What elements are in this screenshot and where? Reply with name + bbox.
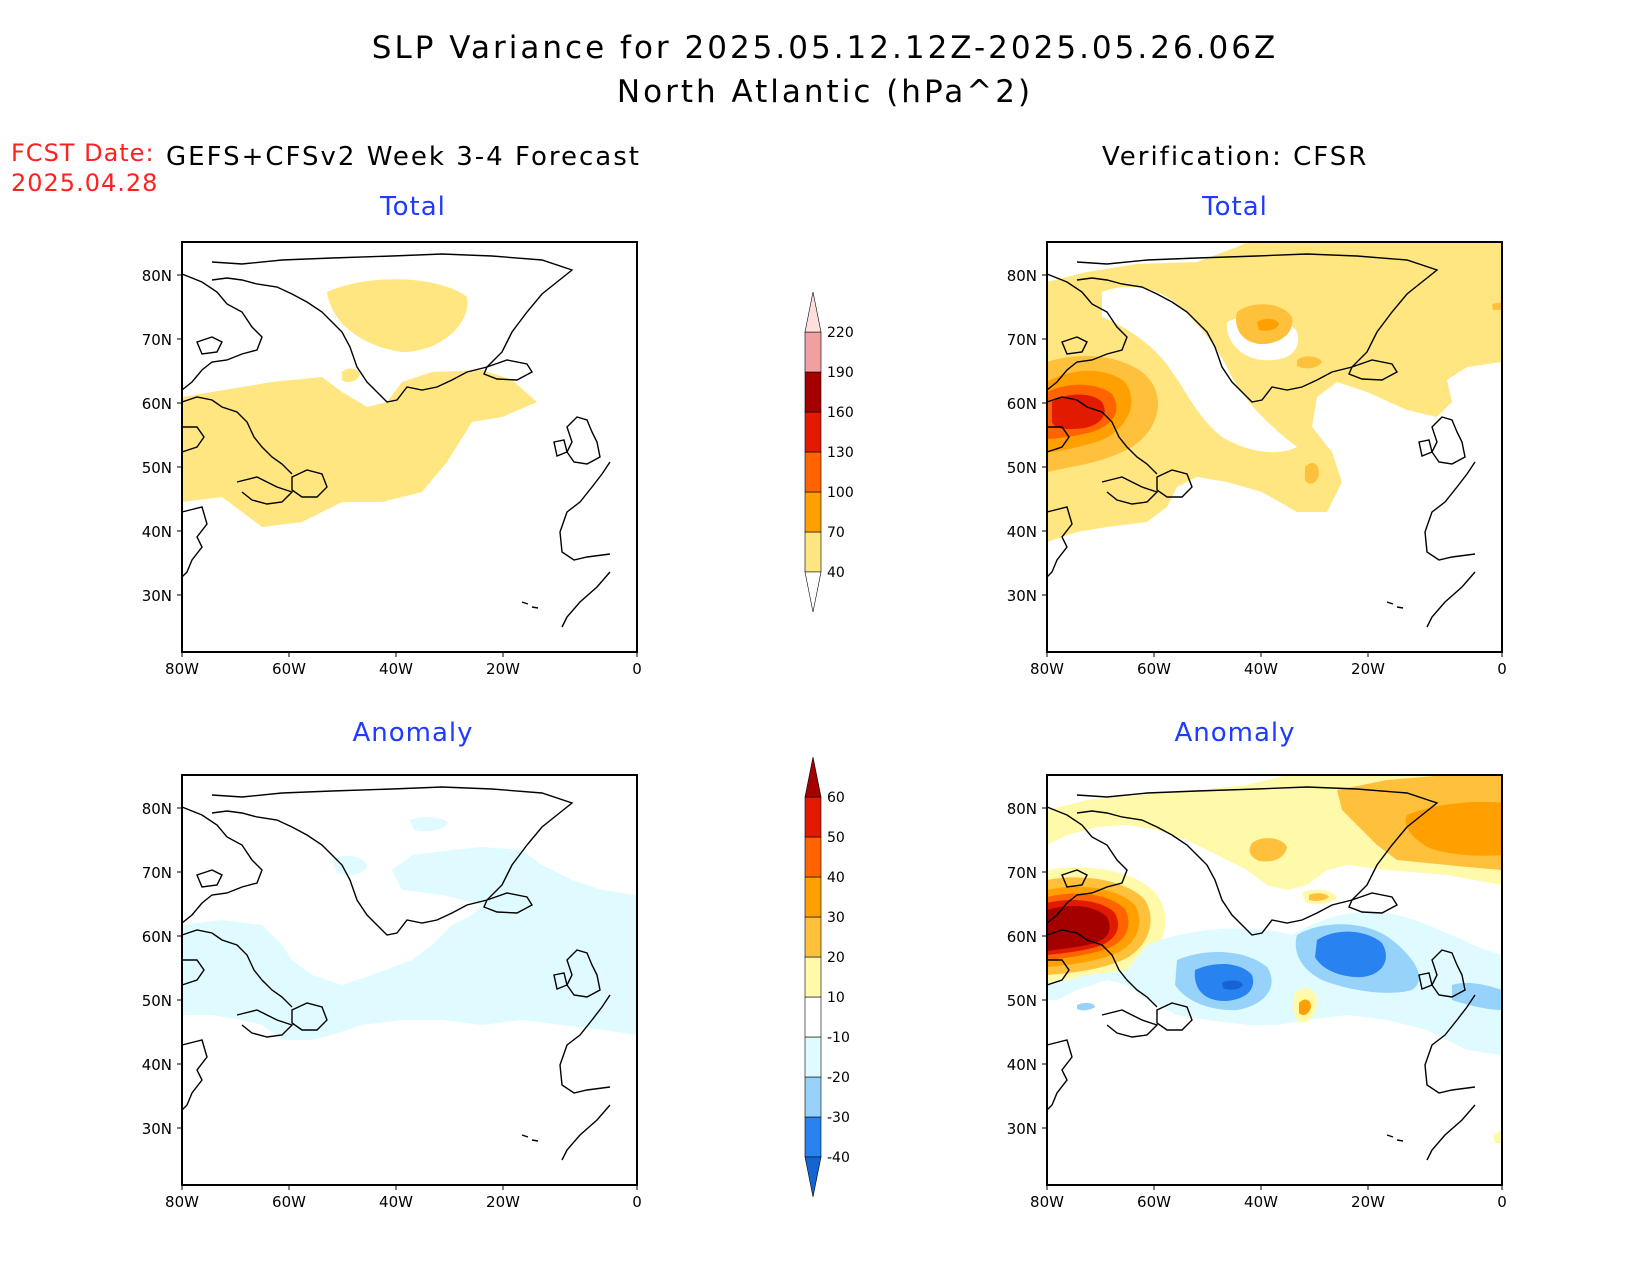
colorbar-swatch [804,836,822,878]
lon-label: 0 [632,1193,642,1211]
colorbar-label: 30 [827,910,845,926]
colorbar-label: 10 [827,990,845,1006]
subtitle-verification-total: Total [1202,192,1268,222]
lon-label: 60W [272,660,306,678]
lat-label: 40N [142,523,172,541]
forecast-anomaly-field [182,817,637,1040]
colorbar-label: 40 [827,565,845,581]
lat-label: 50N [142,459,172,477]
subtitle-verification-anomaly: Anomaly [1174,718,1296,748]
lat-label: 40N [1007,1056,1037,1074]
lat-label: 50N [142,992,172,1010]
lat-label: 50N [1007,992,1037,1010]
colorbar-label: -20 [827,1070,850,1086]
lat-label: 40N [142,1056,172,1074]
lat-label: 50N [1007,459,1037,477]
lon-label: 0 [1497,1193,1507,1211]
title-line-1: SLP Variance for 2025.05.12.12Z-2025.05.… [371,30,1279,66]
colorbar-swatch [804,411,822,453]
lon-label: 60W [272,1193,306,1211]
lon-label: 20W [486,660,520,678]
lat-label: 80N [142,267,172,285]
colorbar-swatch [804,451,822,493]
lon-label: 60W [1137,1193,1171,1211]
subtitle-forecast-total: Total [380,192,446,222]
lat-label: 60N [142,395,172,413]
colorbar-label: 190 [827,365,854,381]
colorbar-label: 50 [827,830,845,846]
lat-label: 70N [1007,331,1037,349]
lon-label: 80W [165,1193,199,1211]
colorbar-label: 220 [827,325,854,341]
lat-label: 60N [142,928,172,946]
colorbar-label: 160 [827,405,854,421]
colorbar-swatch [804,1076,822,1118]
colorbar-label: 70 [827,525,845,541]
lon-label: 80W [1030,660,1064,678]
colorbar-swatch [804,956,822,998]
colorbar-arrow-top [804,756,822,798]
colorbar-swatch [804,796,822,838]
lon-label: 20W [486,1193,520,1211]
colorbar-label: 100 [827,485,854,501]
fcst-date: 2025.04.28 [11,169,159,197]
colorbar-arrow-top [804,291,822,333]
lat-label: 70N [142,331,172,349]
lon-label: 80W [165,660,199,678]
lon-label: 20W [1351,1193,1385,1211]
lon-label: 80W [1030,1193,1064,1211]
colorbar-label: 20 [827,950,845,966]
lat-label: 70N [1007,864,1037,882]
left-header: GEFS+CFSv2 Week 3-4 Forecast [166,142,641,172]
lat-label: 80N [1007,800,1037,818]
colorbar-label: -10 [827,1030,850,1046]
forecast-total-map: 80N 70N 60N 50N 40N 30N 80W 60W 40W 20W 0 [142,241,642,678]
colorbar-label: -30 [827,1110,850,1126]
lat-label: 30N [142,1120,172,1138]
lon-label: 0 [1497,660,1507,678]
colorbar-arrow-bottom [804,571,822,613]
lat-label: 40N [1007,523,1037,541]
colorbar-swatch [804,1036,822,1078]
colorbar-swatch [804,876,822,918]
right-header: Verification: CFSR [1102,142,1369,172]
lon-label: 0 [632,660,642,678]
verification-anomaly-map: 80N 70N 60N 50N 40N 30N 80W 60W 40W 20W 0 [1007,774,1507,1211]
lat-label: 60N [1007,395,1037,413]
anomaly-colorbar: -40 -30 -20 -10 10 20 30 40 50 60 [804,756,850,1198]
lon-label: 20W [1351,660,1385,678]
lon-label: 40W [379,1193,413,1211]
lon-label: 60W [1137,660,1171,678]
lon-label: 40W [379,660,413,678]
forecast-anomaly-map: 80N 70N 60N 50N 40N 30N 80W 60W 40W 20W 0 [142,774,642,1211]
fcst-label: FCST Date: [11,139,155,167]
subtitle-forecast-anomaly: Anomaly [352,718,474,748]
lon-label: 40W [1244,660,1278,678]
colorbar-swatch [804,916,822,958]
colorbar-swatch [804,996,822,1038]
verification-total-map: 80N 70N 60N 50N 40N 30N 80W 60W 40W 20W 0 [1007,241,1507,678]
title-line-2: North Atlantic (hPa^2) [616,74,1034,110]
verification-anomaly-field [1047,775,1502,1143]
colorbar-swatch [804,491,822,533]
total-colorbar: 40 70 100 130 160 190 220 [804,291,854,613]
colorbar-swatch [804,371,822,413]
colorbar-swatch [804,531,822,573]
colorbar-label: -40 [827,1150,850,1166]
colorbar-arrow-bottom [804,1156,822,1198]
colorbar-label: 60 [827,790,845,806]
lon-label: 40W [1244,1193,1278,1211]
colorbar-label: 130 [827,445,854,461]
lat-label: 80N [1007,267,1037,285]
lat-label: 70N [142,864,172,882]
lat-label: 30N [142,587,172,605]
lat-label: 30N [1007,587,1037,605]
lat-label: 60N [1007,928,1037,946]
colorbar-label: 40 [827,870,845,886]
forecast-total-field [182,279,537,527]
lat-label: 80N [142,800,172,818]
lat-label: 30N [1007,1120,1037,1138]
colorbar-swatch [804,331,822,373]
colorbar-swatch [804,1116,822,1158]
